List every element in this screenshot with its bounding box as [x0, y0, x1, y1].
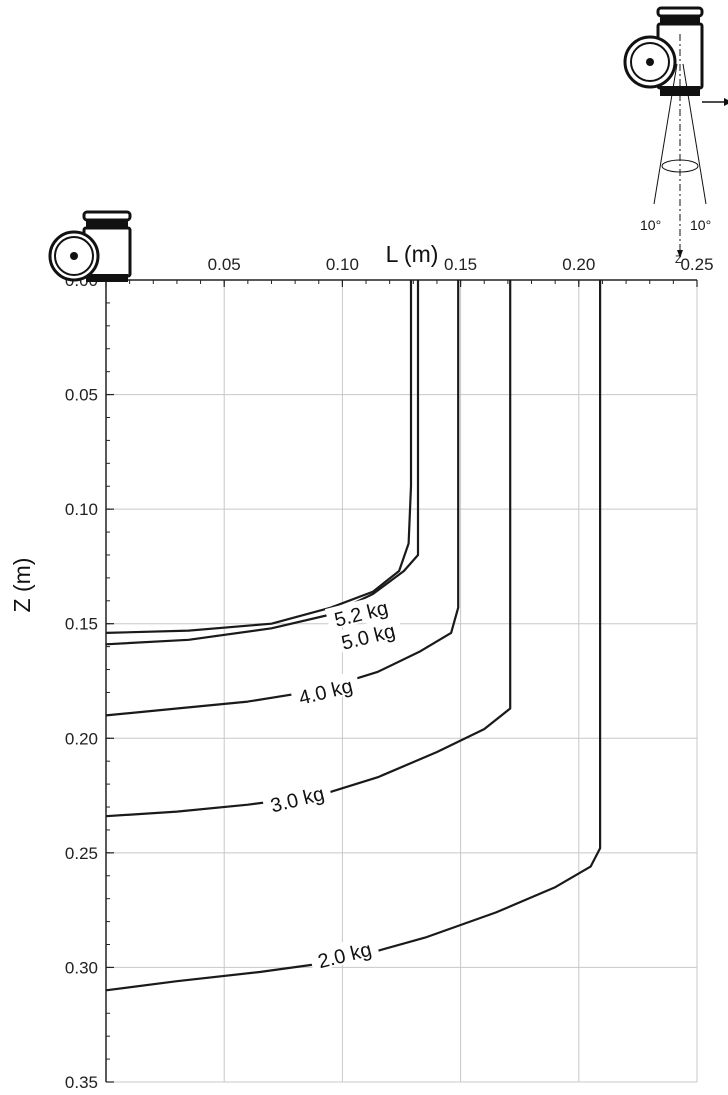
contour-label-background	[261, 778, 333, 817]
contour-line	[105, 280, 413, 634]
contour-label-background	[289, 670, 361, 709]
contour-line	[105, 280, 512, 818]
beam-angle-right-label: 10°	[690, 217, 711, 233]
contour-line	[105, 280, 602, 992]
sensor-beam-diagram-icon	[623, 6, 728, 258]
curve-labels: 5.2 kg5.0 kg4.0 kg3.0 kg2.0 kg	[261, 592, 404, 974]
x-tick-label: 0.05	[208, 255, 241, 274]
x-axis-title: L (m)	[386, 241, 439, 267]
contour-label-background	[332, 615, 404, 654]
contour-label: 4.0 kg	[297, 675, 355, 710]
y-tick-label: 0.20	[65, 729, 98, 748]
y-tick-label: 0.30	[65, 958, 98, 977]
grid	[105, 279, 698, 1083]
y-tick-label: 0.25	[65, 844, 98, 863]
curves	[105, 280, 602, 992]
contour-label: 3.0 kg	[268, 783, 326, 818]
beam-angle-left-label: 10°	[640, 217, 661, 233]
contour-label-group: 4.0 kg	[289, 670, 361, 710]
contour-label-background	[324, 592, 397, 631]
contour-label-group: 3.0 kg	[261, 778, 333, 818]
x-tick-label: 0.15	[444, 255, 477, 274]
y-tick-label: 0.05	[65, 386, 98, 405]
contour-line	[105, 280, 460, 717]
axes: 0.000.050.100.150.200.250.000.050.100.15…	[65, 255, 714, 1092]
x-tick-label: 0.20	[562, 255, 595, 274]
y-tick-label: 0.35	[65, 1073, 98, 1092]
y-tick-label: 0.10	[65, 500, 98, 519]
contour-label-group: 2.0 kg	[308, 934, 380, 974]
contour-label: 2.0 kg	[316, 939, 374, 974]
x-tick-label: 0.25	[680, 255, 713, 274]
z-direction-label: Z	[675, 254, 682, 266]
y-axis-title: Z (m)	[9, 558, 35, 613]
sensor-icon	[48, 210, 132, 282]
x-tick-label: 0.10	[326, 255, 359, 274]
contour-line	[105, 280, 420, 646]
y-tick-label: 0.15	[65, 615, 98, 634]
contour-label-background	[308, 934, 380, 972]
